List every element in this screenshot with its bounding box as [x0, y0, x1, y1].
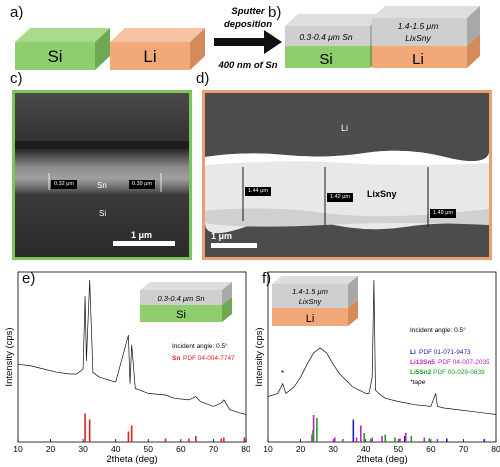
panel-label-d: d) [196, 70, 210, 87]
x-tick-label: 70 [209, 444, 219, 454]
li-alloy-stack [372, 6, 480, 68]
sem-image-c: 0.32 μm 0.39 μm Sn Si 1 μm [12, 90, 192, 260]
inset-layer-label-2: LixSny [299, 297, 323, 306]
li-block-label: Li [143, 47, 156, 66]
legend-sn-pdf: PDF 04-004-7747 [183, 355, 235, 362]
legend-li5sn2-name: Li5Sn2 [410, 369, 432, 376]
x-tick-label: 30 [78, 444, 88, 454]
legend-li13sn5-pdf: PDF 04-007-2035 [438, 359, 490, 366]
legend-li-name: Li [410, 349, 416, 356]
inset-layer-label: 0.3-0.4 μm Sn [157, 294, 204, 303]
inset-base-label: Li [306, 313, 315, 325]
arrow-label-top2: deposition [224, 19, 272, 30]
xrd-chart-e: 10 20 30 40 50 60 70 80 2theta (deg) Intensity … [4, 271, 250, 465]
li-base-label: Li [412, 51, 424, 68]
inset-layer-label-1: 1.4-1.5 μm [292, 287, 328, 296]
legend-li5sn2-pdf: PDF 00-029-0839 [433, 369, 485, 376]
legend-li-pdf: PDF 01-071-9473 [419, 349, 471, 356]
sem-c-texture [15, 93, 189, 257]
legend-li13sn5-name: Li13Sn5 [410, 359, 435, 366]
scale-bar-label: 1 μm [131, 230, 153, 240]
tape-marker: * [281, 369, 284, 378]
xrd-pattern-line [17, 279, 247, 415]
xrd-chart-f: 10 20 30 40 50 60 70 80 2theta (deg) Intensity … [254, 271, 500, 465]
thickness-tag: 1.44 μm [245, 187, 271, 196]
panel-label-a: a) [10, 4, 24, 21]
x-tick-label: 40 [111, 444, 121, 454]
panel-label-c: c) [10, 70, 23, 87]
thickness-tag: 1.49 μm [430, 209, 456, 218]
inset-si-sn [140, 282, 232, 322]
panel-label-e: e) [22, 270, 36, 287]
alloy-layer-label-2: LixSny [405, 33, 431, 43]
x-tick-label: 80 [241, 444, 250, 454]
x-tick-label: 10 [13, 444, 23, 454]
scale-bar-label: 1 μm [211, 231, 233, 241]
schematic-top: Si Li Sputter deposition 400 nm of Sn 0.… [15, 6, 480, 71]
x-tick-label: 30 [328, 444, 338, 454]
x-tick-label: 20 [296, 444, 306, 454]
x-tick-label: 40 [361, 444, 371, 454]
panel-label-b: b) [268, 4, 282, 21]
legend-sn-name: Sn [172, 355, 180, 362]
y-axis-label: Intensity (cps) [4, 327, 15, 386]
x-tick-label: 60 [176, 444, 186, 454]
xrd-pattern-line [267, 279, 497, 415]
si-block-label: Si [47, 47, 62, 66]
x-tick-label: 50 [394, 444, 404, 454]
x-tick-label: 10 [263, 444, 273, 454]
si-label: Si [99, 209, 107, 218]
inset-base-label: Si [176, 309, 186, 321]
alloy-layer-label-1: 1.4-1.5 μm [398, 21, 439, 31]
incident-angle-annotation: Incident angle: 0.5° [172, 342, 228, 350]
panel-label-f: f) [262, 270, 272, 287]
li-label: Li [341, 123, 349, 133]
inset-li-alloy [272, 276, 358, 326]
si-base-label: Si [319, 51, 332, 68]
arrow-label-bottom: 400 nm of Sn [217, 60, 277, 71]
sn-layer-label: 0.3-0.4 μm Sn [299, 32, 353, 42]
x-axis-label: 2theta (deg) [106, 454, 157, 465]
incident-angle-annotation: Incident angle: 0.5° [410, 326, 466, 334]
sem-d-texture [205, 93, 489, 257]
thickness-tag: 0.32 μm [51, 180, 77, 189]
si-block [15, 28, 110, 70]
sem-image-d: 1.44 μm 1.42 μm 1.49 μm Li LixSny 1 μm [202, 90, 492, 260]
arrow-label-top: Sputter [231, 6, 266, 17]
x-tick-label: 60 [426, 444, 436, 454]
x-tick-label: 50 [144, 444, 154, 454]
thickness-tag: 0.39 μm [129, 180, 155, 189]
y-axis-label: Intensity (cps) [254, 327, 265, 386]
x-tick-label: 20 [46, 444, 56, 454]
tape-annotation: *tape [410, 379, 426, 386]
thickness-tag: 1.42 μm [327, 193, 353, 202]
x-tick-label: 70 [459, 444, 469, 454]
alloy-label: LixSny [367, 189, 397, 199]
x-axis-label: 2theta (deg) [356, 454, 407, 465]
x-tick-label: 80 [491, 444, 500, 454]
deposition-arrow [214, 30, 282, 54]
sn-label: Sn [97, 181, 107, 190]
li-block [110, 28, 205, 70]
